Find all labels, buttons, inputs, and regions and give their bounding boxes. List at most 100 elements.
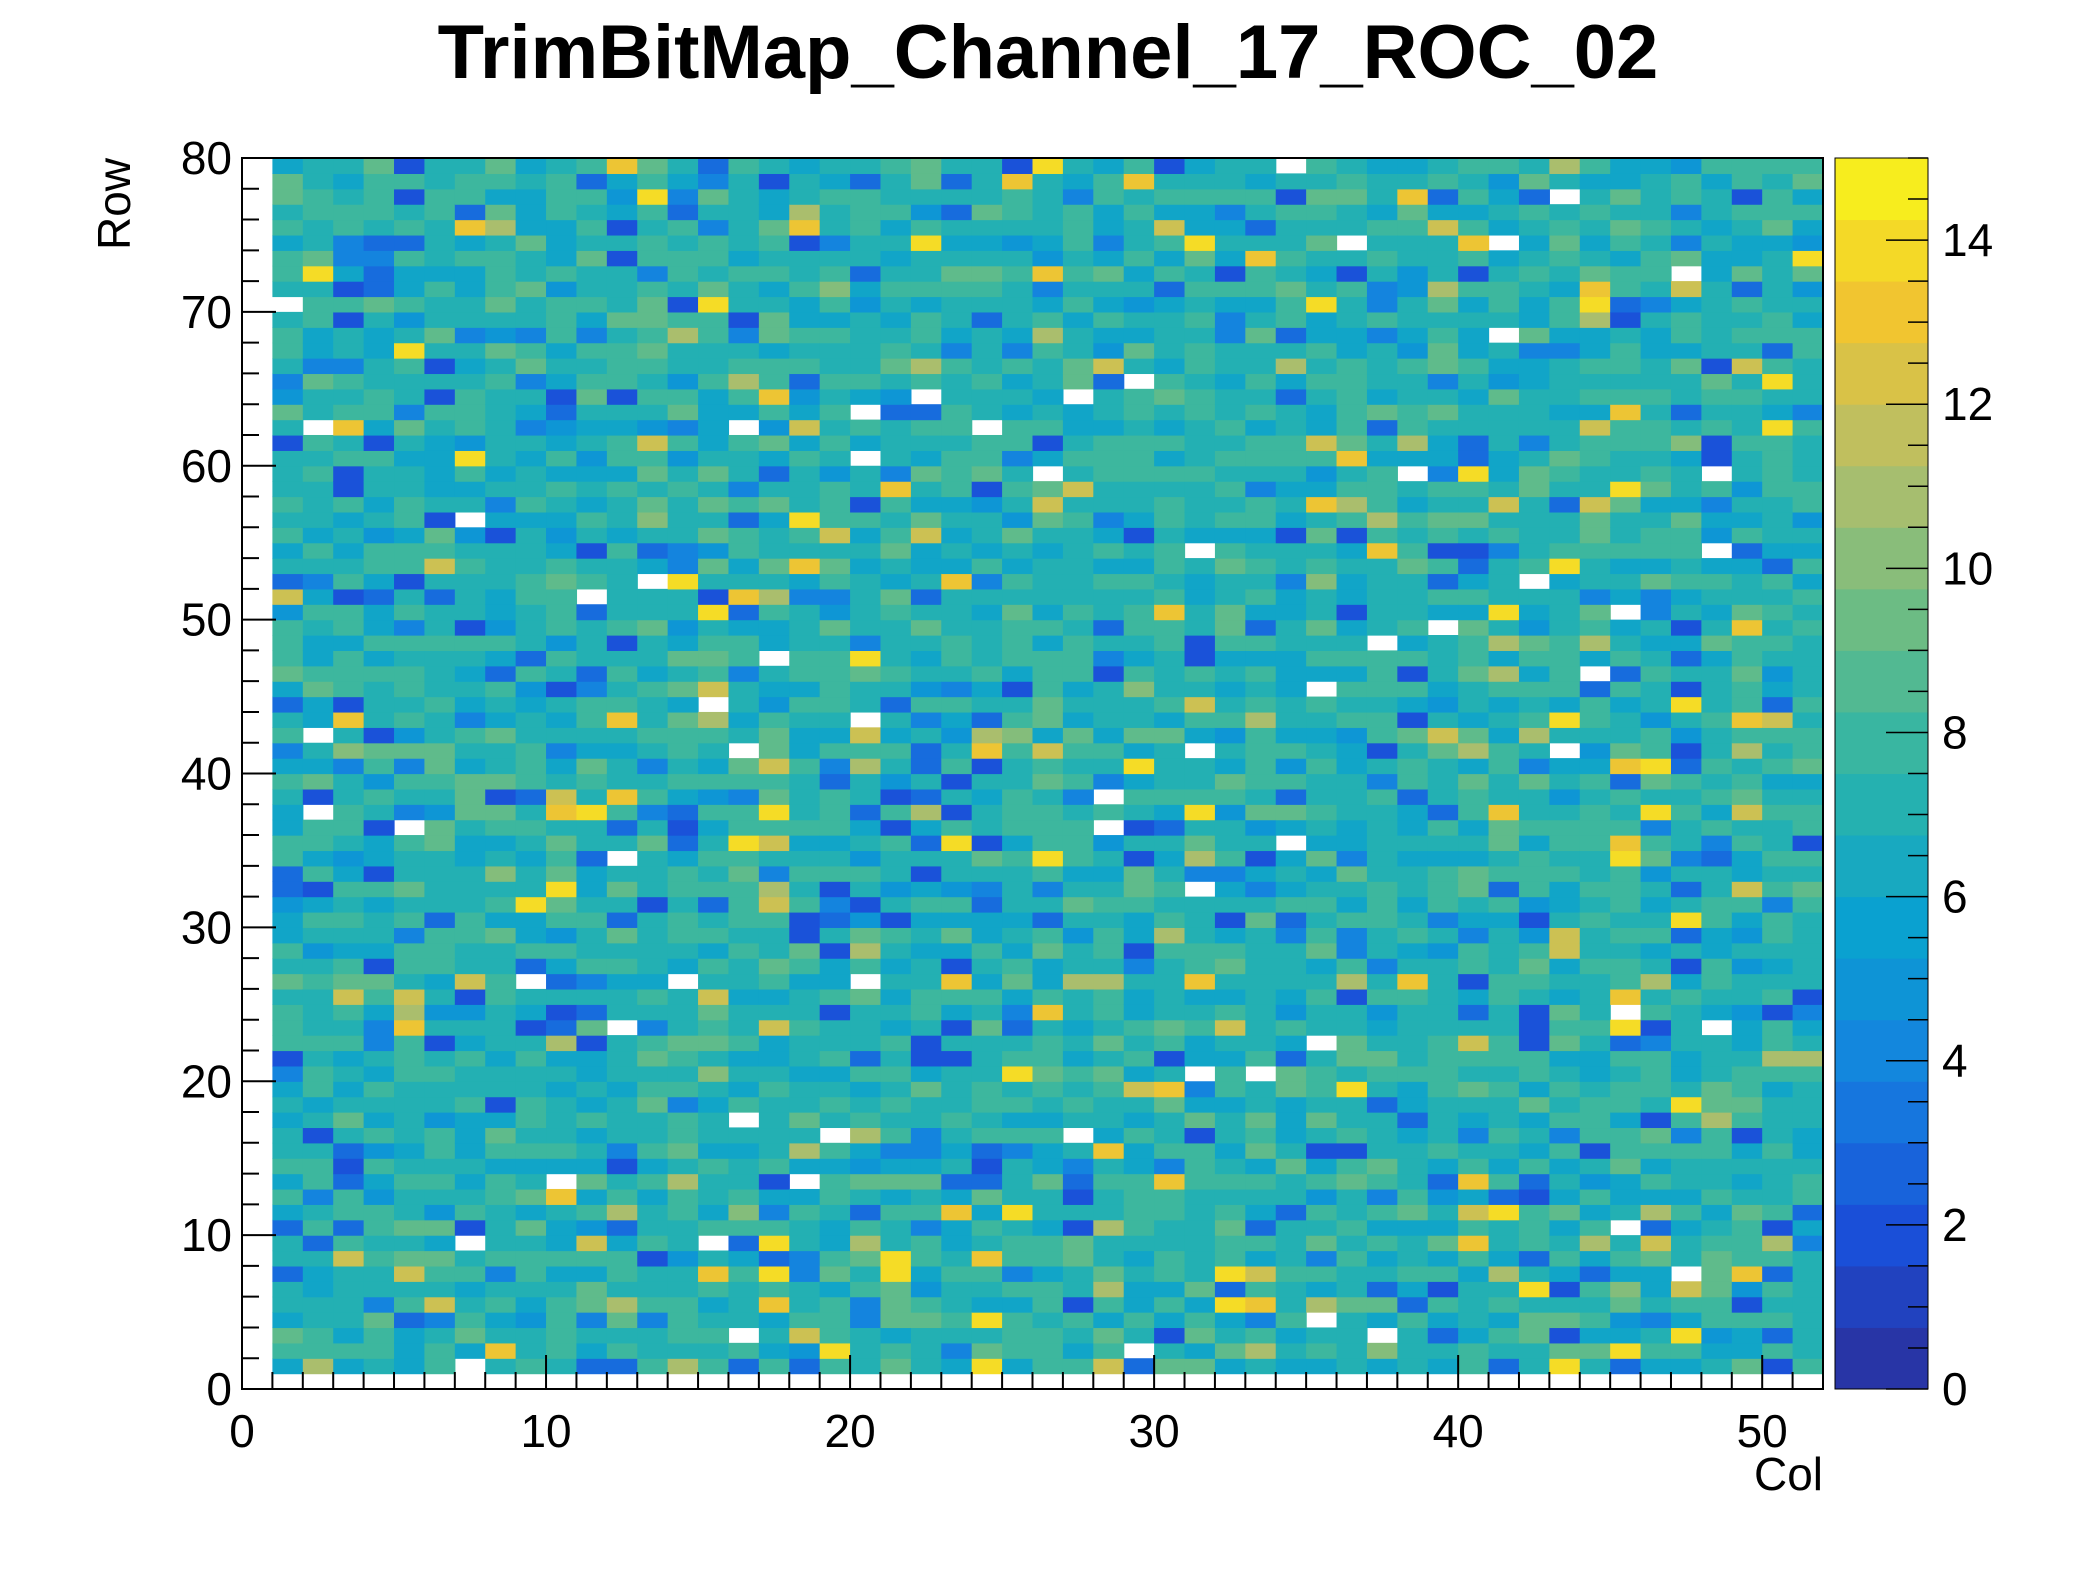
heatmap-cell bbox=[424, 1204, 456, 1221]
heatmap-cell bbox=[1640, 542, 1672, 559]
heatmap-cell bbox=[424, 758, 456, 775]
heatmap-cell bbox=[1275, 619, 1307, 636]
heatmap-cell bbox=[1184, 788, 1216, 805]
heatmap-cell bbox=[880, 1096, 912, 1113]
heatmap-cell bbox=[394, 373, 426, 390]
heatmap-cell bbox=[1062, 1358, 1094, 1375]
heatmap-cell bbox=[789, 558, 821, 575]
heatmap-cell bbox=[789, 265, 821, 282]
heatmap-cell bbox=[333, 1281, 365, 1298]
heatmap-cell bbox=[1275, 342, 1307, 359]
heatmap-cell bbox=[1123, 1050, 1155, 1067]
heatmap-cell bbox=[1397, 711, 1429, 728]
heatmap-cell bbox=[789, 665, 821, 682]
heatmap-cell bbox=[1549, 404, 1581, 421]
heatmap-cell bbox=[1731, 927, 1763, 944]
heatmap-cell bbox=[1701, 204, 1733, 221]
heatmap-cell bbox=[1488, 711, 1520, 728]
heatmap-cell bbox=[333, 481, 365, 498]
heatmap-cell bbox=[424, 742, 456, 759]
heatmap-cell bbox=[454, 234, 486, 251]
heatmap-cell bbox=[1275, 804, 1307, 821]
heatmap-cell bbox=[515, 1081, 547, 1098]
heatmap-cell bbox=[1579, 296, 1611, 313]
heatmap-cell bbox=[1032, 727, 1064, 744]
heatmap-cell bbox=[971, 173, 1003, 190]
heatmap-cell bbox=[1610, 635, 1642, 651]
heatmap-cell bbox=[1366, 358, 1398, 375]
heatmap-cell bbox=[1245, 1035, 1277, 1052]
heatmap-cell bbox=[394, 1296, 426, 1313]
heatmap-cell bbox=[515, 988, 547, 1005]
heatmap-cell bbox=[1275, 311, 1307, 328]
heatmap-cell bbox=[1458, 835, 1490, 852]
heatmap-cell bbox=[789, 1312, 821, 1329]
heatmap-cell bbox=[454, 1250, 486, 1267]
heatmap-cell bbox=[1579, 835, 1611, 852]
heatmap-cell bbox=[789, 234, 821, 251]
heatmap-cell bbox=[606, 419, 638, 436]
heatmap-cell bbox=[1549, 434, 1581, 451]
heatmap-cell bbox=[576, 1235, 608, 1252]
heatmap-cell bbox=[728, 1096, 760, 1113]
heatmap-cell bbox=[1245, 234, 1277, 251]
heatmap-cell bbox=[302, 788, 334, 805]
heatmap-cell bbox=[1640, 327, 1672, 344]
palette-band bbox=[1835, 527, 1928, 590]
heatmap-cell bbox=[1123, 311, 1155, 328]
heatmap-cell bbox=[576, 219, 608, 236]
heatmap-cell bbox=[606, 1296, 638, 1313]
heatmap-cell bbox=[1123, 1142, 1155, 1159]
heatmap-cell bbox=[515, 188, 547, 205]
heatmap-cell bbox=[1427, 1096, 1459, 1113]
heatmap-cell bbox=[1306, 481, 1338, 498]
heatmap-cell bbox=[1032, 773, 1064, 790]
heatmap-cell bbox=[1518, 942, 1550, 959]
heatmap-cell bbox=[1336, 573, 1368, 590]
heatmap-cell bbox=[1731, 373, 1763, 390]
heatmap-cell bbox=[1397, 481, 1429, 498]
heatmap-cell bbox=[1184, 511, 1216, 528]
heatmap-cell bbox=[1640, 188, 1672, 205]
heatmap-cell bbox=[485, 296, 517, 313]
heatmap-cell bbox=[1488, 911, 1520, 928]
heatmap-cell bbox=[698, 158, 730, 174]
heatmap-cell bbox=[576, 511, 608, 528]
heatmap-cell bbox=[1093, 511, 1125, 528]
heatmap-cell bbox=[1640, 835, 1672, 852]
heatmap-cell bbox=[1458, 573, 1490, 590]
heatmap-cell bbox=[1306, 1004, 1338, 1021]
heatmap-cell bbox=[1701, 804, 1733, 821]
heatmap-cell bbox=[1245, 542, 1277, 559]
heatmap-cell bbox=[698, 481, 730, 498]
heatmap-cell bbox=[850, 742, 882, 759]
heatmap-cell bbox=[1062, 773, 1094, 790]
heatmap-cell bbox=[363, 327, 395, 344]
heatmap-cell bbox=[880, 1265, 912, 1282]
heatmap-cell bbox=[1701, 988, 1733, 1005]
heatmap-cell bbox=[1640, 573, 1672, 590]
heatmap-cell bbox=[1032, 219, 1064, 236]
heatmap-cell bbox=[1366, 496, 1398, 513]
heatmap-cell bbox=[789, 1235, 821, 1252]
heatmap-cell bbox=[485, 358, 517, 375]
heatmap-cell bbox=[1306, 404, 1338, 421]
heatmap-cell bbox=[546, 1096, 578, 1113]
heatmap-cell bbox=[1336, 1173, 1368, 1190]
heatmap-cell bbox=[1062, 1219, 1094, 1236]
heatmap-cell bbox=[1731, 881, 1763, 898]
heatmap-cell bbox=[333, 450, 365, 467]
heatmap-cell bbox=[1670, 927, 1702, 944]
heatmap-cell bbox=[1154, 1050, 1186, 1067]
heatmap-cell bbox=[1093, 1158, 1125, 1175]
heatmap-cell bbox=[1731, 865, 1763, 882]
heatmap-cell bbox=[1062, 727, 1094, 744]
heatmap-cell bbox=[850, 419, 882, 436]
heatmap-cell bbox=[1579, 450, 1611, 467]
heatmap-cell bbox=[637, 1250, 669, 1267]
heatmap-cell bbox=[1306, 234, 1338, 251]
heatmap-cell bbox=[1214, 465, 1246, 482]
heatmap-cell bbox=[850, 835, 882, 852]
heatmap-cell bbox=[1245, 850, 1277, 867]
heatmap-cell bbox=[1214, 1096, 1246, 1113]
